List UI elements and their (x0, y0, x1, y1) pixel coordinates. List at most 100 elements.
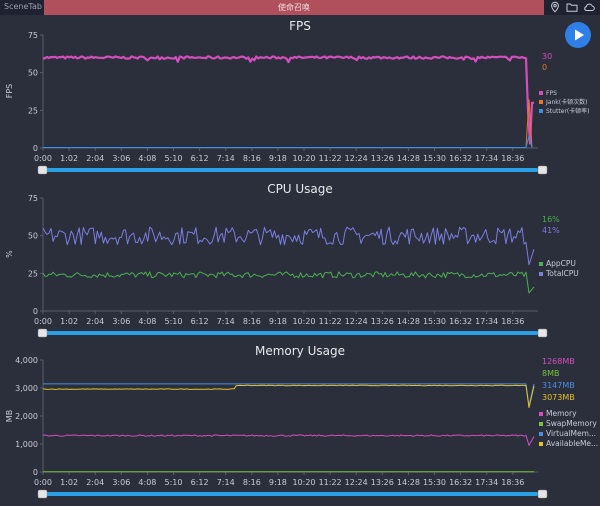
fps-current-value: 30 (542, 52, 552, 61)
cpu-y-tick-label: 50 (28, 232, 38, 241)
location-pin-icon[interactable] (549, 1, 561, 13)
memory-x-tick-label: 4:08 (138, 478, 156, 487)
memory-x-tick-label: 10:20 (292, 478, 315, 487)
cpu-series-line-totalcpu (42, 226, 535, 266)
memory-current-value: 8MB (542, 369, 559, 378)
fps-x-tick-label: 14:28 (397, 154, 420, 163)
fps-y-axis-label: FPS (5, 84, 14, 99)
cpu-x-tick-label: 7:14 (217, 317, 235, 326)
fps-x-tick-label: 13:26 (371, 154, 394, 163)
fps-range-handle-right[interactable] (537, 165, 548, 175)
cpu-x-tick-label: 16:32 (449, 317, 472, 326)
memory-x-tick-label: 8:16 (243, 478, 261, 487)
memory-legend-swatch (539, 422, 543, 426)
fps-series-line-stutter (43, 135, 533, 148)
cpu-series-line-appcpu (42, 271, 535, 294)
fps-legend-label: Stutter(卡顿率) (546, 107, 590, 115)
cpu-legend-swatch (539, 262, 543, 266)
cpu-y-tick-label: 0 (33, 307, 38, 316)
memory-range-handle-left[interactable] (37, 489, 48, 499)
memory-x-tick-label: 2:04 (86, 478, 104, 487)
fps-x-tick-label: 5:10 (165, 154, 183, 163)
fps-x-tick-label: 3:06 (112, 154, 130, 163)
memory-y-tick-label: 0 (33, 468, 38, 477)
fps-x-tick-label: 1:02 (60, 154, 78, 163)
cpu-x-tick-label: 5:10 (165, 317, 183, 326)
memory-range-handle-right[interactable] (537, 489, 548, 499)
cpu-x-tick-label: 15:30 (423, 317, 446, 326)
memory-x-tick-label: 1:02 (60, 478, 78, 487)
scene-title-bar[interactable]: 使命召唤 (44, 0, 544, 15)
memory-current-value: 3073MB (542, 393, 575, 402)
fps-range-slider-track (43, 168, 538, 172)
cpu-range-handle-right[interactable] (537, 328, 548, 338)
fps-x-tick-label: 2:04 (86, 154, 104, 163)
cpu-current-value: 41% (542, 226, 560, 235)
fps-x-tick-label: 17:34 (475, 154, 498, 163)
fps-current-value: 0 (542, 63, 547, 72)
cpu-range-handle-left[interactable] (37, 328, 48, 338)
fps-x-tick-label: 0:00 (34, 154, 52, 163)
memory-x-tick-label: 11:22 (319, 478, 342, 487)
memory-x-tick-label: 17:34 (475, 478, 498, 487)
memory-series-line-virtualmem (43, 383, 535, 407)
fps-x-tick-label: 15:30 (423, 154, 446, 163)
fps-x-tick-label: 4:08 (138, 154, 156, 163)
fps-y-tick-label: 75 (28, 31, 38, 40)
fps-legend-swatch (539, 109, 543, 113)
memory-legend-label: Memory (546, 409, 577, 418)
cpu-current-value: 16% (542, 215, 560, 224)
cpu-x-tick-label: 9:18 (269, 317, 287, 326)
memory-legend-label: AvailableMe... (546, 439, 598, 448)
memory-x-tick-label: 13:26 (371, 478, 394, 487)
memory-y-axis-label: MB (5, 410, 14, 422)
memory-x-tick-label: 5:10 (165, 478, 183, 487)
memory-x-tick-label: 15:30 (423, 478, 446, 487)
memory-legend-swatch (539, 432, 543, 436)
cpu-x-tick-label: 11:22 (319, 317, 342, 326)
cpu-x-tick-label: 8:16 (243, 317, 261, 326)
cpu-x-tick-label: 2:04 (86, 317, 104, 326)
memory-legend-swatch (539, 412, 543, 416)
memory-y-tick-label: 2,000 (15, 412, 38, 421)
memory-y-tick-label: 3,000 (15, 384, 38, 393)
cpu-x-tick-label: 0:00 (34, 317, 52, 326)
memory-x-tick-label: 14:28 (397, 478, 420, 487)
memory-y-tick-label: 4,000 (15, 356, 38, 365)
memory-x-tick-label: 0:00 (34, 478, 52, 487)
fps-legend-swatch (539, 91, 543, 95)
fps-x-tick-label: 8:16 (243, 154, 261, 163)
play-button[interactable] (565, 22, 591, 48)
memory-current-value: 1268MB (542, 357, 575, 366)
cpu-y-tick-label: 25 (28, 269, 38, 278)
fps-x-tick-label: 9:18 (269, 154, 287, 163)
fps-legend-label: Jank(卡顿次数) (545, 98, 587, 106)
cpu-x-tick-label: 13:26 (371, 317, 394, 326)
fps-y-tick-label: 0 (33, 144, 38, 153)
cloud-icon[interactable] (583, 1, 595, 13)
fps-series-line-fps (42, 55, 534, 145)
memory-x-tick-label: 9:18 (269, 478, 287, 487)
memory-x-tick-label: 16:32 (449, 478, 472, 487)
memory-series-line-availableme (42, 384, 535, 408)
fps-y-tick-label: 25 (28, 106, 38, 115)
memory-x-tick-label: 7:14 (217, 478, 235, 487)
fps-x-tick-label: 11:22 (319, 154, 342, 163)
cpu-x-tick-label: 4:08 (138, 317, 156, 326)
cpu-x-tick-label: 1:02 (60, 317, 78, 326)
cpu-x-tick-label: 3:06 (112, 317, 130, 326)
cpu-x-tick-label: 17:34 (475, 317, 498, 326)
memory-x-tick-label: 3:06 (112, 478, 130, 487)
fps-x-tick-label: 7:14 (217, 154, 235, 163)
fps-x-tick-label: 6:12 (191, 154, 209, 163)
folder-icon[interactable] (566, 1, 578, 13)
cpu-x-tick-label: 18:36 (501, 317, 524, 326)
cpu-chart-title: CPU Usage (267, 182, 333, 196)
memory-legend-swatch (539, 442, 543, 446)
cpu-range-slider-track (43, 331, 538, 335)
cpu-x-tick-label: 12:24 (345, 317, 368, 326)
fps-x-tick-label: 18:36 (501, 154, 524, 163)
cpu-legend-label: TotalCPU (545, 269, 579, 278)
fps-range-handle-left[interactable] (37, 165, 48, 175)
